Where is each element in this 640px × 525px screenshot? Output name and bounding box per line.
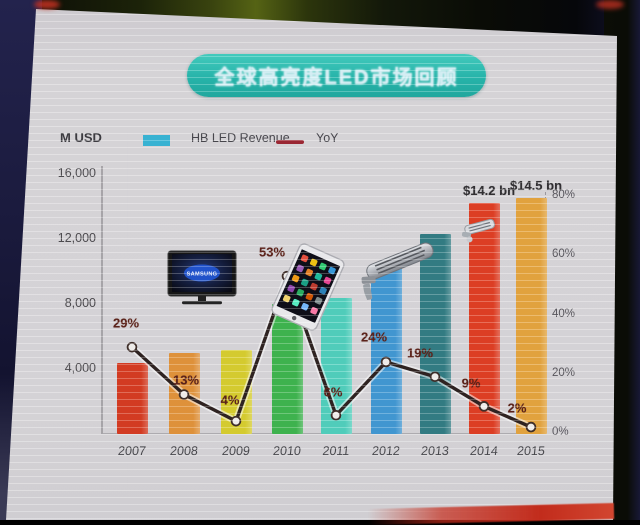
right-axis-tick: 20% bbox=[552, 366, 576, 379]
right-axis-tick: 80% bbox=[552, 189, 576, 202]
year-label: 2010 bbox=[272, 444, 302, 458]
camera-glare-top-left bbox=[34, 0, 60, 9]
bar-2015 bbox=[515, 198, 547, 434]
yoy-point-label: 9% bbox=[461, 375, 481, 391]
bar-2011 bbox=[320, 297, 352, 434]
yoy-point-label: 29% bbox=[112, 315, 140, 331]
year-label: 2013 bbox=[420, 444, 450, 458]
small-led-light-icon bbox=[461, 218, 496, 243]
legend-bar-label: HB LED Revenue bbox=[191, 131, 290, 145]
left-axis-line bbox=[101, 166, 103, 434]
slide-title: 全球高亮度LED市场回顾 bbox=[214, 67, 459, 89]
left-axis-tick: 8,000 bbox=[64, 296, 96, 310]
yoy-point-label: 13% bbox=[172, 372, 200, 388]
yoy-point-label: 19% bbox=[406, 345, 434, 361]
legend-line-label: YoY bbox=[316, 131, 339, 145]
slide-title-banner: 全球高亮度LED市场回顾 bbox=[187, 54, 486, 97]
right-axis-tick: 60% bbox=[552, 248, 576, 261]
samsung-tv-icon: SAMSUNG bbox=[167, 250, 237, 305]
year-label: 2015 bbox=[516, 444, 546, 458]
bar-2008 bbox=[168, 352, 200, 434]
left-axis-tick: 16,000 bbox=[57, 166, 96, 180]
year-label: 2011 bbox=[321, 444, 351, 458]
yoy-point-label: 53% bbox=[258, 244, 286, 260]
year-label: 2012 bbox=[371, 444, 401, 458]
right-axis-tick: 40% bbox=[552, 307, 576, 320]
bar-2007 bbox=[116, 362, 148, 434]
right-axis-tick: 0% bbox=[552, 426, 569, 438]
legend-line-swatch bbox=[276, 140, 304, 144]
year-label: 2007 bbox=[117, 444, 147, 458]
y-axis-unit-label: M USD bbox=[60, 130, 102, 145]
left-axis-tick: 4,000 bbox=[64, 361, 96, 375]
bar-value-label: $14.2 bn bbox=[462, 183, 516, 199]
samsung-logo-text: SAMSUNG bbox=[187, 272, 218, 278]
year-label: 2008 bbox=[169, 444, 199, 458]
left-axis-tick: 12,000 bbox=[57, 231, 96, 245]
yoy-point-label: 2% bbox=[507, 400, 527, 416]
bar-value-label: $14.5 bn bbox=[509, 178, 563, 194]
legend-bar-swatch bbox=[143, 135, 170, 146]
yoy-point-label: 6% bbox=[323, 384, 343, 400]
camera-glare-top-right bbox=[596, 0, 624, 9]
yoy-point-label: 4% bbox=[220, 392, 240, 408]
year-label: 2014 bbox=[469, 444, 499, 458]
yoy-point-label: 24% bbox=[360, 329, 388, 345]
year-label: 2009 bbox=[221, 444, 251, 458]
yoy-point-marker bbox=[126, 341, 138, 353]
